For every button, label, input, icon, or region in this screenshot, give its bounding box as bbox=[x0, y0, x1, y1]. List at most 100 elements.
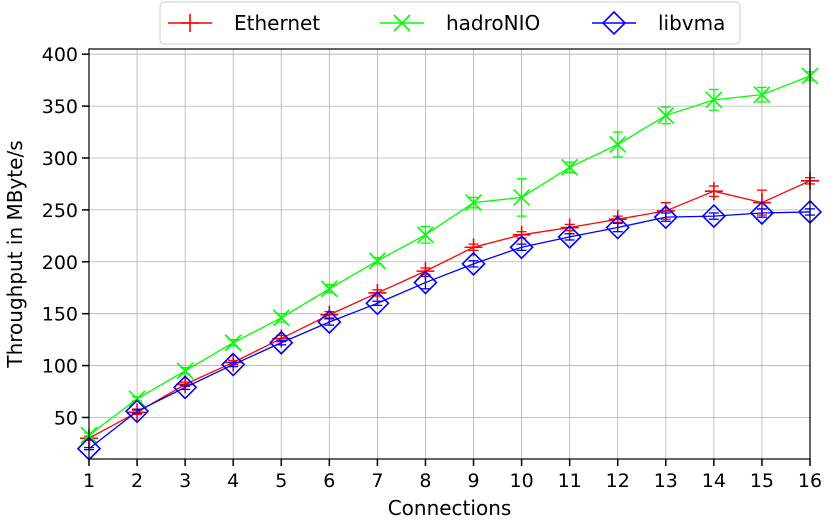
data-point bbox=[512, 225, 531, 244]
error-bar bbox=[516, 243, 527, 252]
x-tick-label: 2 bbox=[131, 470, 143, 492]
legend-box bbox=[159, 1, 741, 45]
x-marker-b bbox=[176, 362, 194, 380]
y-tick-label: 400 bbox=[42, 44, 78, 66]
error-bar bbox=[708, 212, 719, 220]
x-marker-b bbox=[513, 188, 531, 206]
legend-marker bbox=[601, 10, 627, 36]
x-tick-label: 11 bbox=[558, 470, 582, 492]
x-marker-b bbox=[464, 194, 483, 212]
data-point bbox=[413, 270, 438, 295]
data-point bbox=[704, 182, 723, 201]
x-tick-label: 5 bbox=[275, 470, 287, 492]
x-tick-label: 10 bbox=[510, 470, 534, 492]
error-bar bbox=[420, 275, 431, 290]
legend-marker bbox=[181, 14, 199, 32]
legend-item-ethernet: Ethernet bbox=[168, 11, 320, 35]
x-marker-b bbox=[128, 390, 146, 408]
data-point bbox=[124, 399, 150, 424]
error-bar bbox=[276, 340, 287, 346]
error-bar bbox=[660, 212, 671, 222]
y-tick-label: 100 bbox=[42, 356, 78, 378]
series-libvma bbox=[76, 199, 823, 461]
error-bar bbox=[468, 260, 479, 268]
legend-item-hadronio: hadroNIO bbox=[380, 11, 540, 35]
y-tick-label: 350 bbox=[42, 96, 78, 118]
data-point bbox=[173, 375, 198, 400]
series-layer bbox=[76, 67, 823, 461]
x-tick-label: 3 bbox=[179, 470, 191, 492]
data-point bbox=[561, 158, 579, 176]
data-point bbox=[753, 86, 771, 104]
plot-frame bbox=[88, 48, 811, 460]
series-line bbox=[88, 75, 811, 436]
data-point bbox=[705, 91, 723, 109]
data-point bbox=[464, 194, 483, 212]
x-marker-b bbox=[272, 309, 290, 327]
legend-item-libvma: libvma bbox=[592, 10, 725, 36]
x-marker-b bbox=[368, 252, 386, 270]
y-tick-label: 200 bbox=[42, 252, 78, 274]
legend-label: Ethernet bbox=[234, 11, 320, 35]
x-tick-label: 9 bbox=[467, 470, 479, 492]
error-bar bbox=[228, 361, 239, 368]
x-marker-b bbox=[224, 334, 242, 352]
data-point bbox=[368, 252, 386, 270]
legend-label: hadroNIO bbox=[446, 11, 540, 35]
x-tick-label: 1 bbox=[83, 470, 95, 492]
data-point bbox=[416, 226, 435, 244]
x-tick-label: 15 bbox=[750, 470, 774, 492]
y-axis-title: Throughput in MByte/s bbox=[3, 140, 27, 368]
data-point bbox=[509, 235, 534, 260]
data-point bbox=[461, 251, 486, 276]
x-marker-b bbox=[416, 226, 435, 244]
x-tick-label: 7 bbox=[371, 470, 383, 492]
series-ethernet bbox=[80, 171, 819, 448]
x-tick-label: 16 bbox=[798, 470, 822, 492]
x-axis-title: Connections bbox=[388, 496, 512, 520]
x-marker-b bbox=[705, 91, 723, 109]
grid bbox=[88, 49, 811, 459]
data-point bbox=[176, 362, 194, 380]
data-point bbox=[653, 205, 678, 230]
x-tick-label: 12 bbox=[606, 470, 630, 492]
error-bar bbox=[612, 222, 623, 233]
legend-label: libvma bbox=[658, 11, 725, 35]
data-point bbox=[224, 334, 242, 352]
data-point bbox=[657, 106, 675, 124]
data-point bbox=[749, 200, 775, 226]
y-tick-label: 250 bbox=[42, 200, 78, 222]
error-bar bbox=[324, 318, 335, 326]
error-bar bbox=[564, 233, 575, 241]
data-point bbox=[557, 224, 582, 250]
data-point bbox=[320, 280, 338, 298]
y-tick-label: 300 bbox=[42, 148, 78, 170]
x-marker-b bbox=[753, 86, 771, 104]
error-bar bbox=[756, 208, 767, 218]
x-tick-label: 8 bbox=[419, 470, 431, 492]
data-point bbox=[365, 291, 390, 316]
data-point bbox=[128, 390, 146, 408]
x-tick-label: 6 bbox=[323, 470, 335, 492]
series-line bbox=[88, 211, 811, 450]
data-point bbox=[701, 203, 726, 229]
x-marker-b bbox=[320, 280, 338, 298]
error-bar bbox=[372, 300, 383, 307]
data-point bbox=[513, 188, 531, 206]
x-marker-b bbox=[393, 14, 411, 32]
error-bar bbox=[180, 384, 191, 391]
x-tick-label: 14 bbox=[702, 470, 726, 492]
error-bar bbox=[132, 408, 143, 414]
data-point bbox=[272, 309, 290, 327]
series-line bbox=[88, 180, 811, 439]
x-marker-b bbox=[561, 158, 579, 176]
x-marker-b bbox=[657, 106, 675, 124]
legend: Ethernet hadroNIO libvma bbox=[159, 1, 741, 45]
data-point bbox=[609, 135, 627, 154]
legend-marker bbox=[393, 14, 411, 32]
data-point bbox=[221, 352, 246, 377]
y-tick-label: 50 bbox=[54, 407, 78, 429]
data-point bbox=[317, 309, 342, 335]
x-tick-label: 13 bbox=[654, 470, 678, 492]
